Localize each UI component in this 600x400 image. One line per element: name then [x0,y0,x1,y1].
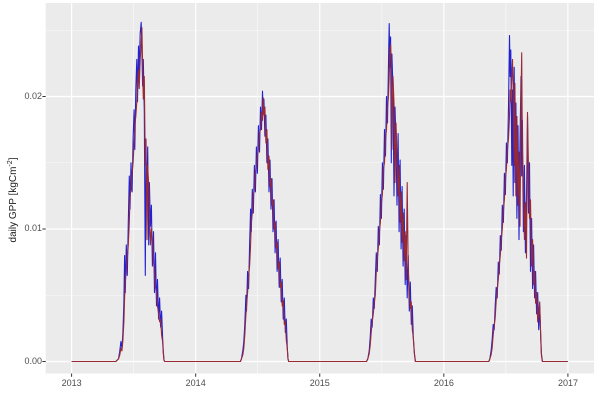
x-tick-label-2014: 2014 [185,378,206,388]
series-red-line [71,27,568,363]
y-axis-title-close: ] [8,157,19,161]
x-tick-label-2013: 2013 [61,378,82,388]
y-axis-title-superscript: -2 [7,160,14,167]
gridlines-major [45,3,594,374]
y-tick-label-0.01: 0.01 [24,223,42,233]
x-tick-label-2015: 2015 [309,378,330,388]
x-tick-label-2017: 2017 [557,378,579,388]
y-tick-label-0.00: 0.00 [24,355,42,366]
x-tick-label-2016: 2016 [433,378,454,388]
y-tick-label-0.02: 0.02 [24,90,42,101]
axis-tick-marks [42,96,569,377]
